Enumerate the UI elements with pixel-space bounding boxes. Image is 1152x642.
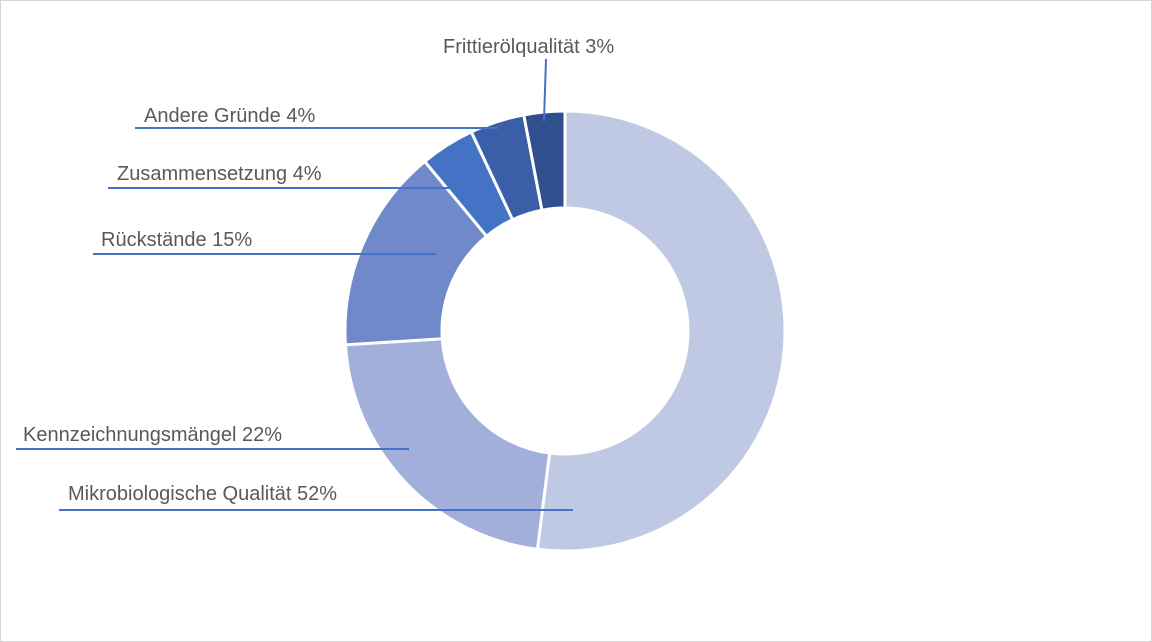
slice-1 (343, 337, 552, 551)
slices-layer (343, 109, 787, 553)
data-label-1: Kennzeichnungsmängel 22% (23, 424, 282, 446)
labels-layer: Mikrobiologische Qualität 52% Kennzeichnu… (23, 36, 614, 505)
leader-line-5 (543, 58, 547, 122)
data-label-4: Andere Gründe 4% (144, 105, 315, 127)
data-label-3: Zusammensetzung 4% (117, 163, 322, 185)
data-label-2: Rückstände 15% (101, 229, 252, 251)
leader-lines-layer (16, 58, 573, 511)
slice-5 (522, 109, 567, 212)
data-label-5: Frittierölqualität 3% (443, 36, 614, 58)
data-label-0: Mikrobiologische Qualität 52% (68, 483, 337, 505)
slice-0 (535, 109, 787, 553)
